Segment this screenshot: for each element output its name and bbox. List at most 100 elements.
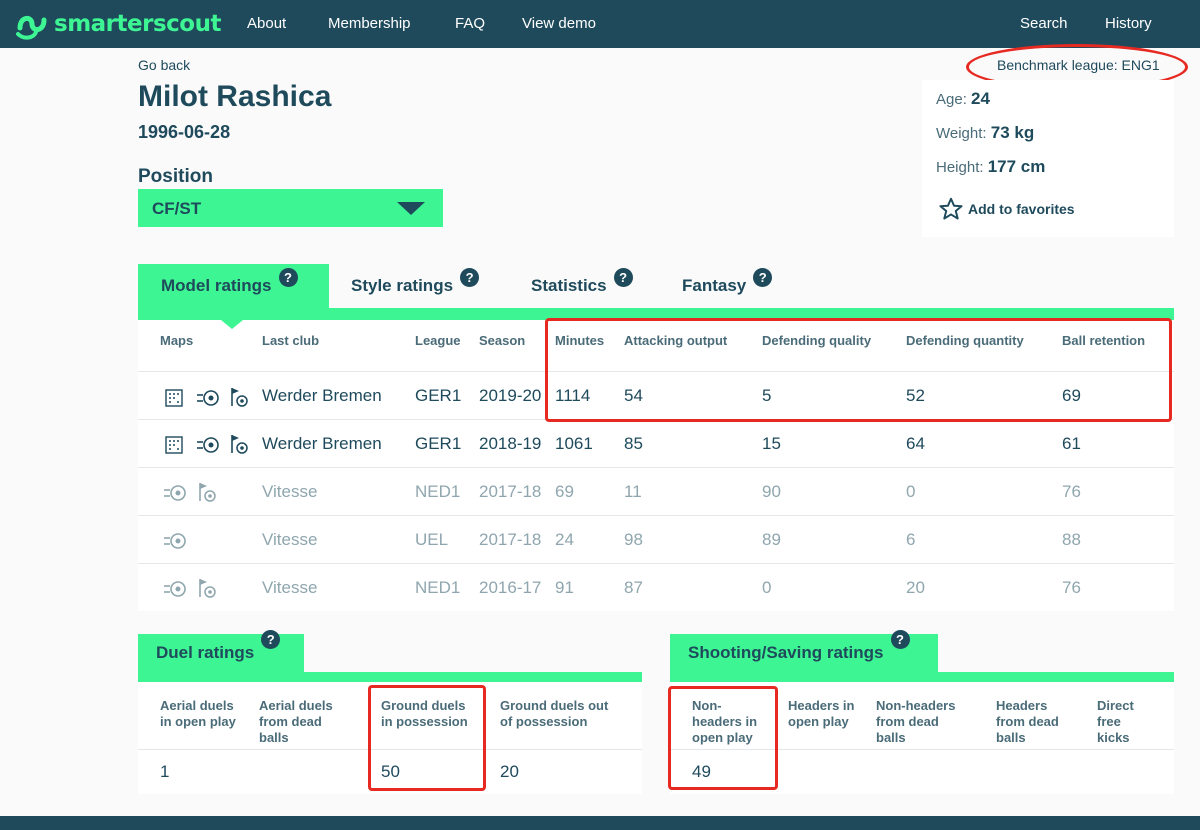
- weight-value: 73 kg: [990, 123, 1035, 142]
- cell-season: 2018-19: [479, 434, 542, 453]
- cell-minutes: 69: [555, 482, 574, 501]
- nav-view-demo[interactable]: View demo: [522, 15, 596, 32]
- row-divider: [138, 563, 1174, 564]
- row-divider: [138, 371, 1174, 372]
- cell-club[interactable]: Werder Bremen: [262, 434, 382, 453]
- age-label: Age:: [936, 91, 967, 108]
- cell-defending-quality: 89: [762, 530, 781, 549]
- cell-club[interactable]: Vitesse: [262, 530, 318, 549]
- shot-map-icon[interactable]: [229, 386, 249, 408]
- shot-map-icon[interactable]: [197, 577, 217, 599]
- favorites-label: Add to favorites: [968, 201, 1075, 217]
- row-divider: [138, 749, 642, 750]
- shot-map-icon[interactable]: [197, 481, 217, 503]
- tab-pointer: [221, 320, 243, 329]
- pass-map-icon[interactable]: [163, 482, 187, 504]
- cell-defending-quantity: 64: [906, 434, 925, 453]
- highlight-current-season: [545, 318, 1172, 422]
- height-value: 177 cm: [987, 157, 1046, 176]
- col-headers-open-play: Headers in open play: [788, 698, 855, 729]
- col-minutes: Minutes: [555, 333, 605, 348]
- heatmap-icon[interactable]: [164, 435, 184, 455]
- cell-ball-retention: 88: [1062, 530, 1081, 549]
- weight-row: Weight: 73 kg: [936, 123, 1034, 143]
- duel-underline: [138, 672, 642, 682]
- col-ground-out-of-possession: Ground duels out of possession: [500, 698, 609, 729]
- shot-map-icon[interactable]: [229, 433, 249, 455]
- tab-model-ratings[interactable]: Model ratings?: [138, 264, 329, 308]
- cell-ball-retention: 69: [1062, 386, 1081, 405]
- birth-date: 1996-06-28: [138, 122, 231, 142]
- col-headers-dead-balls: Headers from dead balls: [996, 698, 1059, 745]
- nav-faq[interactable]: FAQ: [455, 15, 486, 32]
- tab-fantasy[interactable]: Fantasy?: [682, 264, 773, 308]
- help-icon[interactable]: ?: [460, 267, 480, 287]
- pass-map-icon[interactable]: [163, 530, 187, 552]
- cell-minutes: 1114: [555, 386, 591, 405]
- cell-attacking-output: 11: [624, 482, 642, 501]
- age-row: Age: 24: [936, 89, 990, 109]
- shooting-underline: [670, 672, 1174, 682]
- help-icon[interactable]: ?: [278, 267, 298, 287]
- help-icon[interactable]: ?: [890, 629, 910, 649]
- cell-club[interactable]: Vitesse: [262, 578, 318, 597]
- tab-statistics[interactable]: Statistics?: [531, 264, 633, 308]
- top-nav: smarterscout About Membership FAQ View d…: [0, 0, 1200, 48]
- col-league: League: [415, 333, 461, 348]
- logo[interactable]: smarterscout: [14, 6, 221, 42]
- cell-defending-quantity: 52: [906, 386, 925, 405]
- footer-bar: [0, 816, 1200, 830]
- nav-about[interactable]: About: [247, 15, 287, 32]
- cell-attacking-output: 87: [624, 578, 643, 597]
- heatmap-icon[interactable]: [164, 388, 184, 408]
- player-info-card: Age: 24 Weight: 73 kg Height: 177 cm Add…: [922, 80, 1174, 237]
- nav-search[interactable]: Search: [1020, 15, 1068, 32]
- help-icon[interactable]: ?: [753, 267, 773, 287]
- col-non-headers-dead-balls: Non-headers from dead balls: [876, 698, 956, 745]
- cell-defending-quantity: 20: [906, 578, 925, 597]
- tab-underline: [138, 308, 1174, 320]
- add-to-favorites-button[interactable]: Add to favorites: [938, 196, 1075, 222]
- nav-membership[interactable]: Membership: [328, 15, 411, 32]
- cell-club[interactable]: Vitesse: [262, 482, 318, 501]
- logo-text: smarterscout: [54, 11, 221, 37]
- col-ground-in-possession: Ground duels in possession: [381, 698, 468, 729]
- col-defending-quality: Defending quality: [762, 333, 872, 348]
- cell-minutes: 91: [555, 578, 574, 597]
- col-aerial-open-play: Aerial duels in open play: [160, 698, 236, 729]
- cell-aerial-open-play: 1: [160, 762, 170, 781]
- cell-club[interactable]: Werder Bremen: [262, 386, 382, 405]
- help-icon[interactable]: ?: [613, 267, 633, 287]
- cell-league: NED1: [415, 482, 461, 501]
- col-ball-retention: Ball retention: [1062, 333, 1146, 348]
- col-direct-free-kicks: Direct free kicks: [1097, 698, 1134, 745]
- shooting-ratings-title: Shooting/Saving ratings: [688, 643, 884, 662]
- cell-defending-quality: 15: [762, 434, 781, 453]
- position-dropdown[interactable]: CF/ST: [138, 189, 443, 227]
- cell-minutes: 1061: [555, 434, 593, 453]
- help-icon[interactable]: ?: [261, 629, 281, 649]
- cell-ground-in-possession: 50: [381, 762, 400, 781]
- cell-defending-quality: 5: [762, 386, 772, 405]
- go-back-link[interactable]: Go back: [138, 57, 191, 73]
- weight-label: Weight:: [936, 125, 987, 142]
- cell-ball-retention: 76: [1062, 482, 1081, 501]
- pass-map-icon[interactable]: [196, 434, 220, 456]
- tab-style-ratings[interactable]: Style ratings?: [351, 264, 480, 308]
- position-label: Position: [138, 166, 213, 187]
- row-divider: [138, 515, 1174, 516]
- cell-minutes: 24: [555, 530, 574, 549]
- nav-history[interactable]: History: [1105, 15, 1152, 32]
- tab-label: Model ratings: [161, 276, 272, 295]
- height-label: Height:: [936, 159, 984, 176]
- height-row: Height: 177 cm: [936, 157, 1045, 177]
- cell-season: 2017-18: [479, 530, 542, 549]
- pass-map-icon[interactable]: [196, 387, 220, 409]
- cell-non-headers-open-play: 49: [692, 762, 711, 781]
- pass-map-icon[interactable]: [163, 578, 187, 600]
- highlight-non-headers: [668, 686, 778, 790]
- position-value: CF/ST: [152, 199, 202, 218]
- duel-ratings-title: Duel ratings: [156, 643, 255, 662]
- cell-season: 2016-17: [479, 578, 542, 597]
- col-maps: Maps: [160, 333, 194, 348]
